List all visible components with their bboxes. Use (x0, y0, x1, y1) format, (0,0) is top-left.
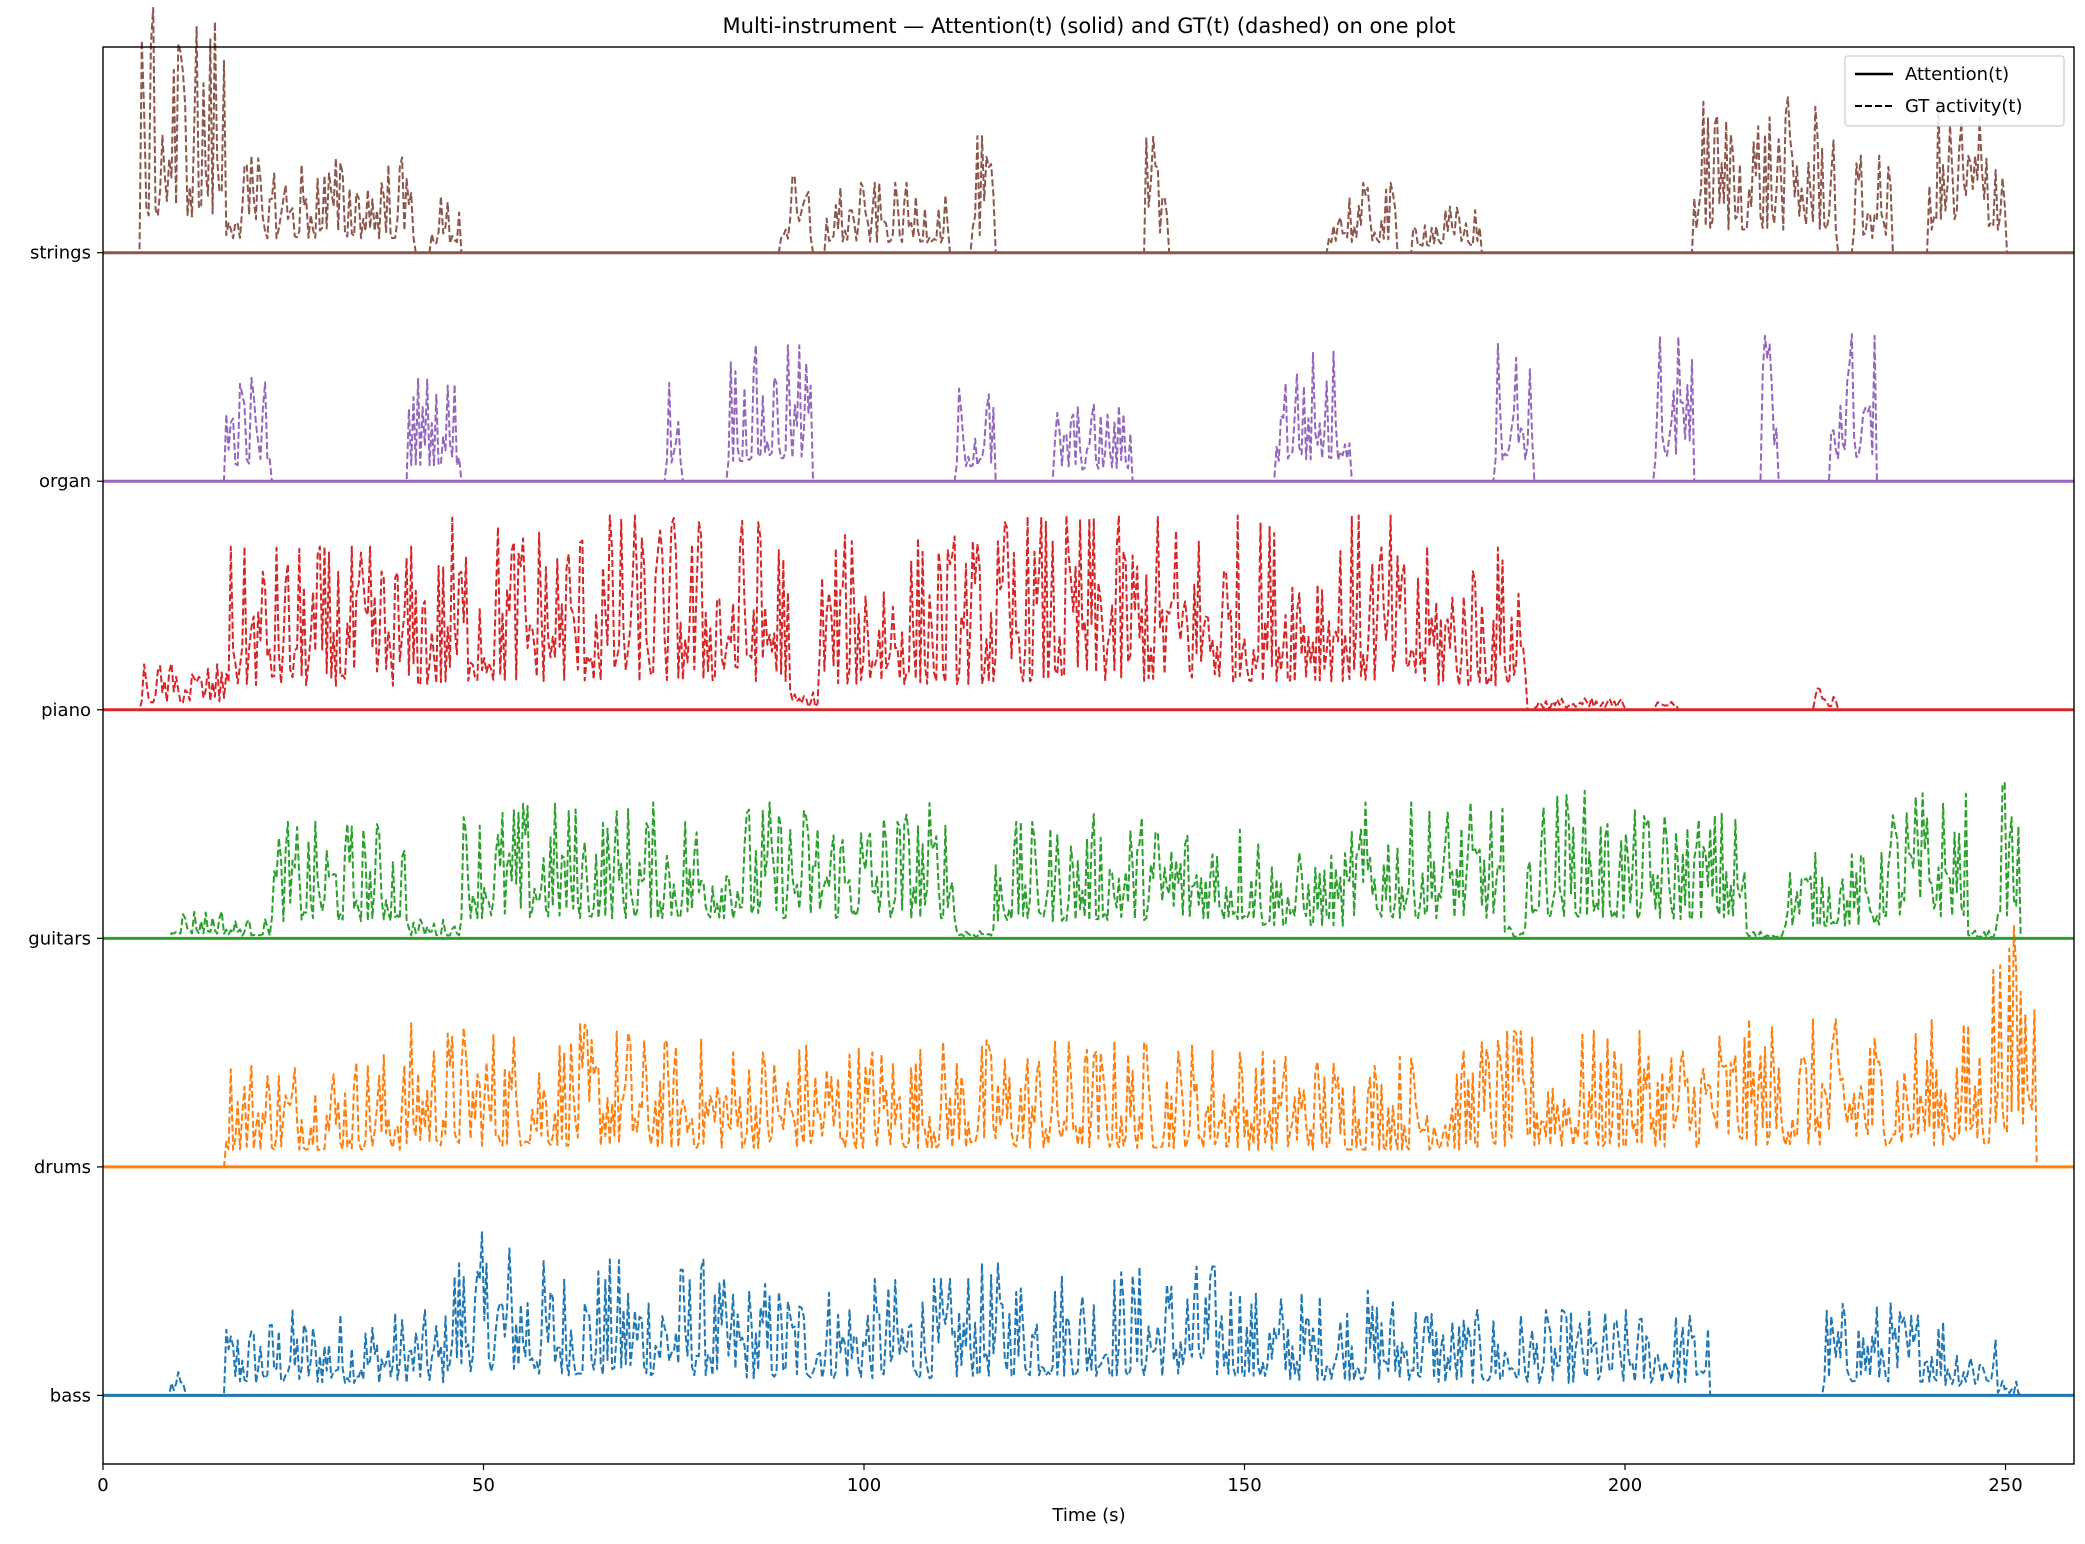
y-tick-label-strings: strings (30, 243, 91, 264)
chart-title: Multi-instrument — Attention(t) (solid) … (723, 14, 1456, 38)
series-bass (103, 1231, 2074, 1397)
legend: Attention(t) GT activity(t) (1844, 55, 2065, 127)
legend-label-attention: Attention(t) (1905, 64, 2009, 85)
x-tick-label-250: 250 (1988, 1475, 2022, 1496)
gt-line-guitars (103, 781, 2074, 940)
legend-label-gt: GT activity(t) (1905, 96, 2022, 117)
series-piano (103, 514, 2074, 712)
x-tick-label-50: 50 (472, 1475, 495, 1496)
plot-frame (102, 46, 2075, 1465)
series-strings (103, 6, 2074, 255)
series-drums (103, 925, 2074, 1169)
y-axis: bass drums guitars piano organ strings (28, 243, 103, 1406)
y-tick-label-piano: piano (41, 700, 91, 721)
x-tick-label-100: 100 (847, 1475, 881, 1496)
x-tick-label-150: 150 (1227, 1475, 1261, 1496)
series-layer (103, 6, 2074, 1397)
gt-line-bass (103, 1231, 2074, 1397)
x-tick-label-200: 200 (1608, 1475, 1642, 1496)
series-organ (103, 333, 2074, 483)
y-tick-label-drums: drums (34, 1157, 91, 1178)
y-tick-label-guitars: guitars (28, 928, 91, 949)
x-axis-label: Time (s) (1051, 1505, 1125, 1526)
gt-line-drums (103, 925, 2074, 1168)
series-guitars (103, 781, 2074, 940)
legend-box (1844, 55, 2065, 127)
y-tick-label-bass: bass (50, 1385, 91, 1406)
y-tick-label-organ: organ (39, 471, 91, 492)
x-tick-label-0: 0 (97, 1475, 108, 1496)
x-axis: 0 50 100 150 200 250 (97, 1464, 2023, 1496)
